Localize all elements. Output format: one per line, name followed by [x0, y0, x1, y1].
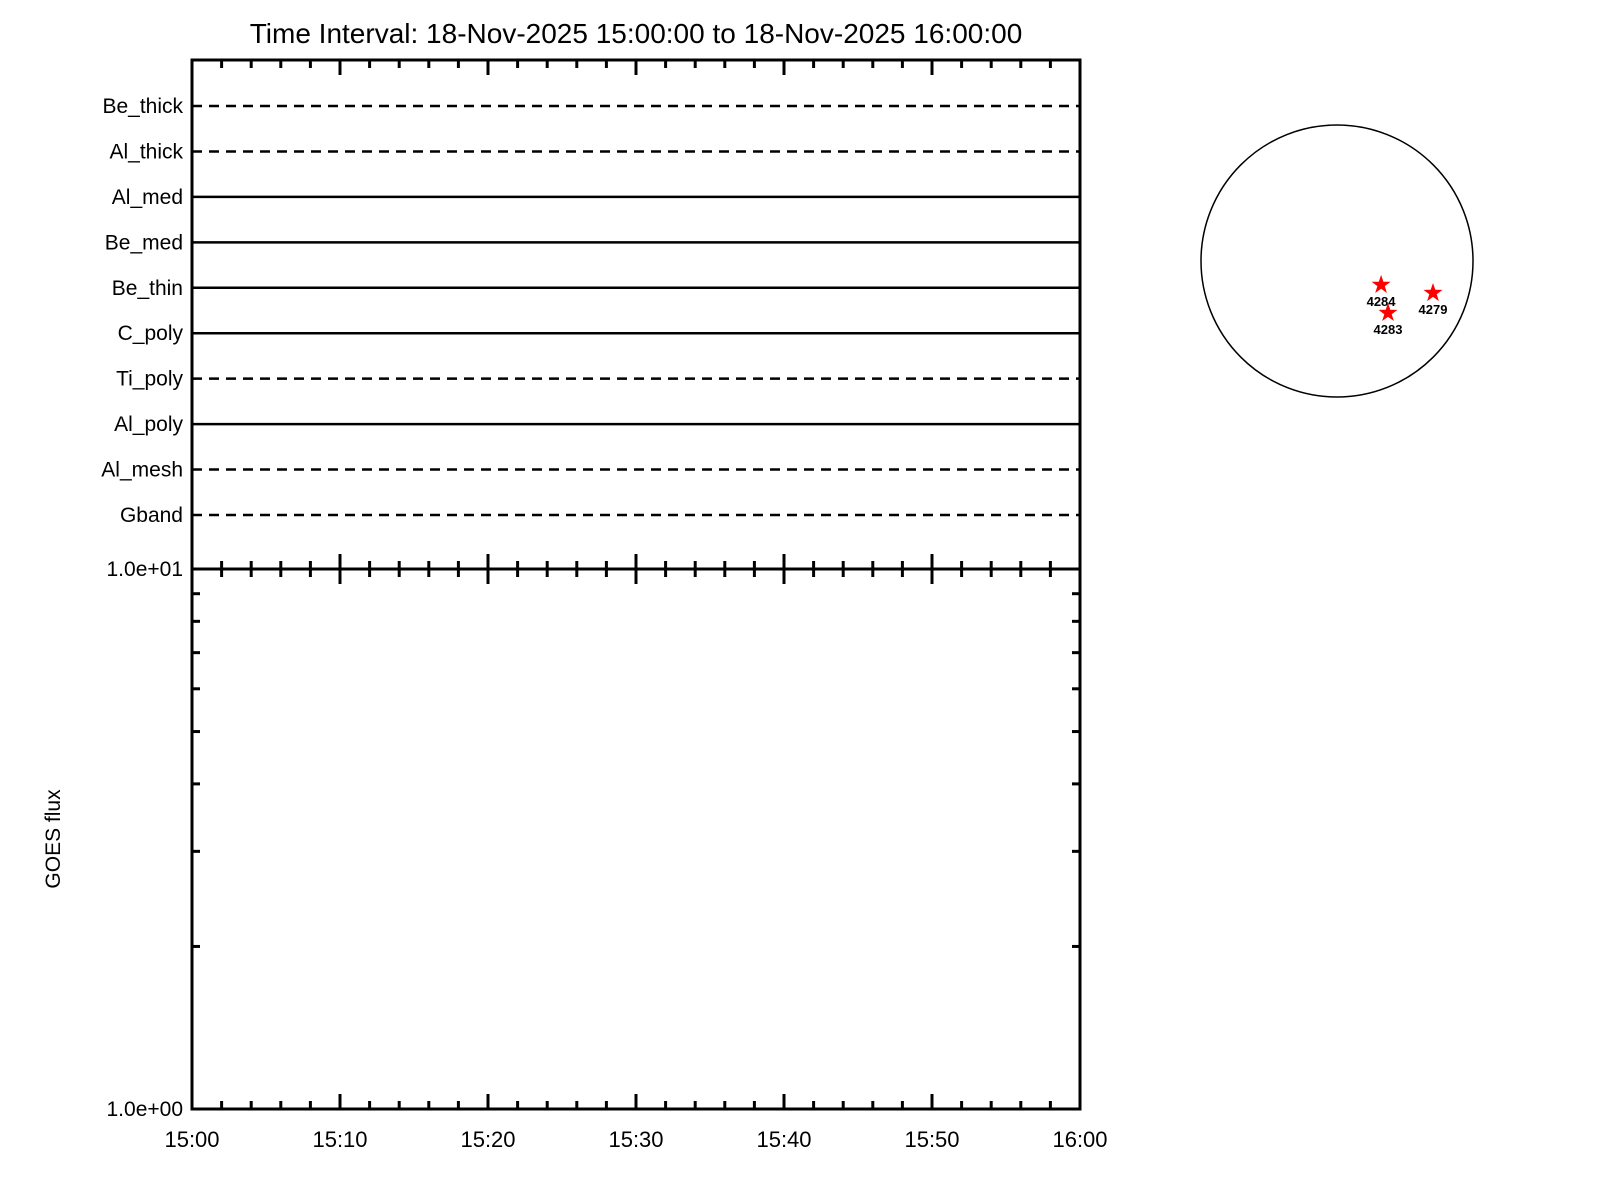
active-region-star-4279 — [1423, 283, 1443, 302]
solar-limb-circle — [1200, 124, 1474, 398]
filter-label-c_poly: C_poly — [118, 322, 184, 345]
active-region-star-4284 — [1371, 274, 1391, 293]
filter-panel-border — [190, 58, 1082, 571]
figure-title: Time Interval: 18-Nov-2025 15:00:00 to 1… — [250, 18, 1023, 49]
filter-label-be_thin: Be_thin — [112, 277, 183, 300]
filter-timeline-panel: Be_thick Al_thick Al_med Be_med Be_thin C_pol… — [101, 58, 1082, 584]
x-tick-label: 15:50 — [904, 1127, 959, 1152]
filter-label-al_thick: Al_thick — [109, 140, 183, 163]
filter-label-gband: Gband — [120, 504, 183, 527]
x-tick-label: 15:40 — [756, 1127, 811, 1152]
goes-ytick-label-top: 1.0e+01 — [107, 558, 184, 581]
x-tick-label: 16:00 — [1052, 1127, 1107, 1152]
goes-panel-border — [190, 567, 1082, 1111]
x-tick-label: 15:30 — [608, 1127, 663, 1152]
active-region-star-4283 — [1378, 303, 1398, 321]
active-region-label-4283: 4283 — [1374, 322, 1403, 337]
filter-label-al_med: Al_med — [112, 186, 183, 209]
goes-flux-axis-label: GOES flux — [42, 789, 65, 889]
goes-flux-panel: 15:00 15:10 15:20 15:30 15:40 15:50 16:00 — [164, 567, 1108, 1152]
solar-disk-map: 4284 4283 4279 — [1200, 124, 1474, 398]
x-tick-label: 15:20 — [460, 1127, 515, 1152]
active-region-label-4284: 4284 — [1367, 294, 1397, 309]
x-tick-label: 15:00 — [164, 1127, 219, 1152]
filter-label-be_thick: Be_thick — [102, 95, 183, 118]
filter-label-ti_poly: Ti_poly — [116, 368, 183, 391]
filter-label-al_mesh: Al_mesh — [101, 459, 183, 482]
x-tick-label: 15:10 — [312, 1127, 367, 1152]
filter-label-be_med: Be_med — [105, 231, 183, 254]
active-region-label-4279: 4279 — [1419, 302, 1448, 317]
goes-ytick-label-bottom: 1.0e+00 — [107, 1098, 184, 1121]
filter-label-al_poly: Al_poly — [114, 413, 183, 436]
